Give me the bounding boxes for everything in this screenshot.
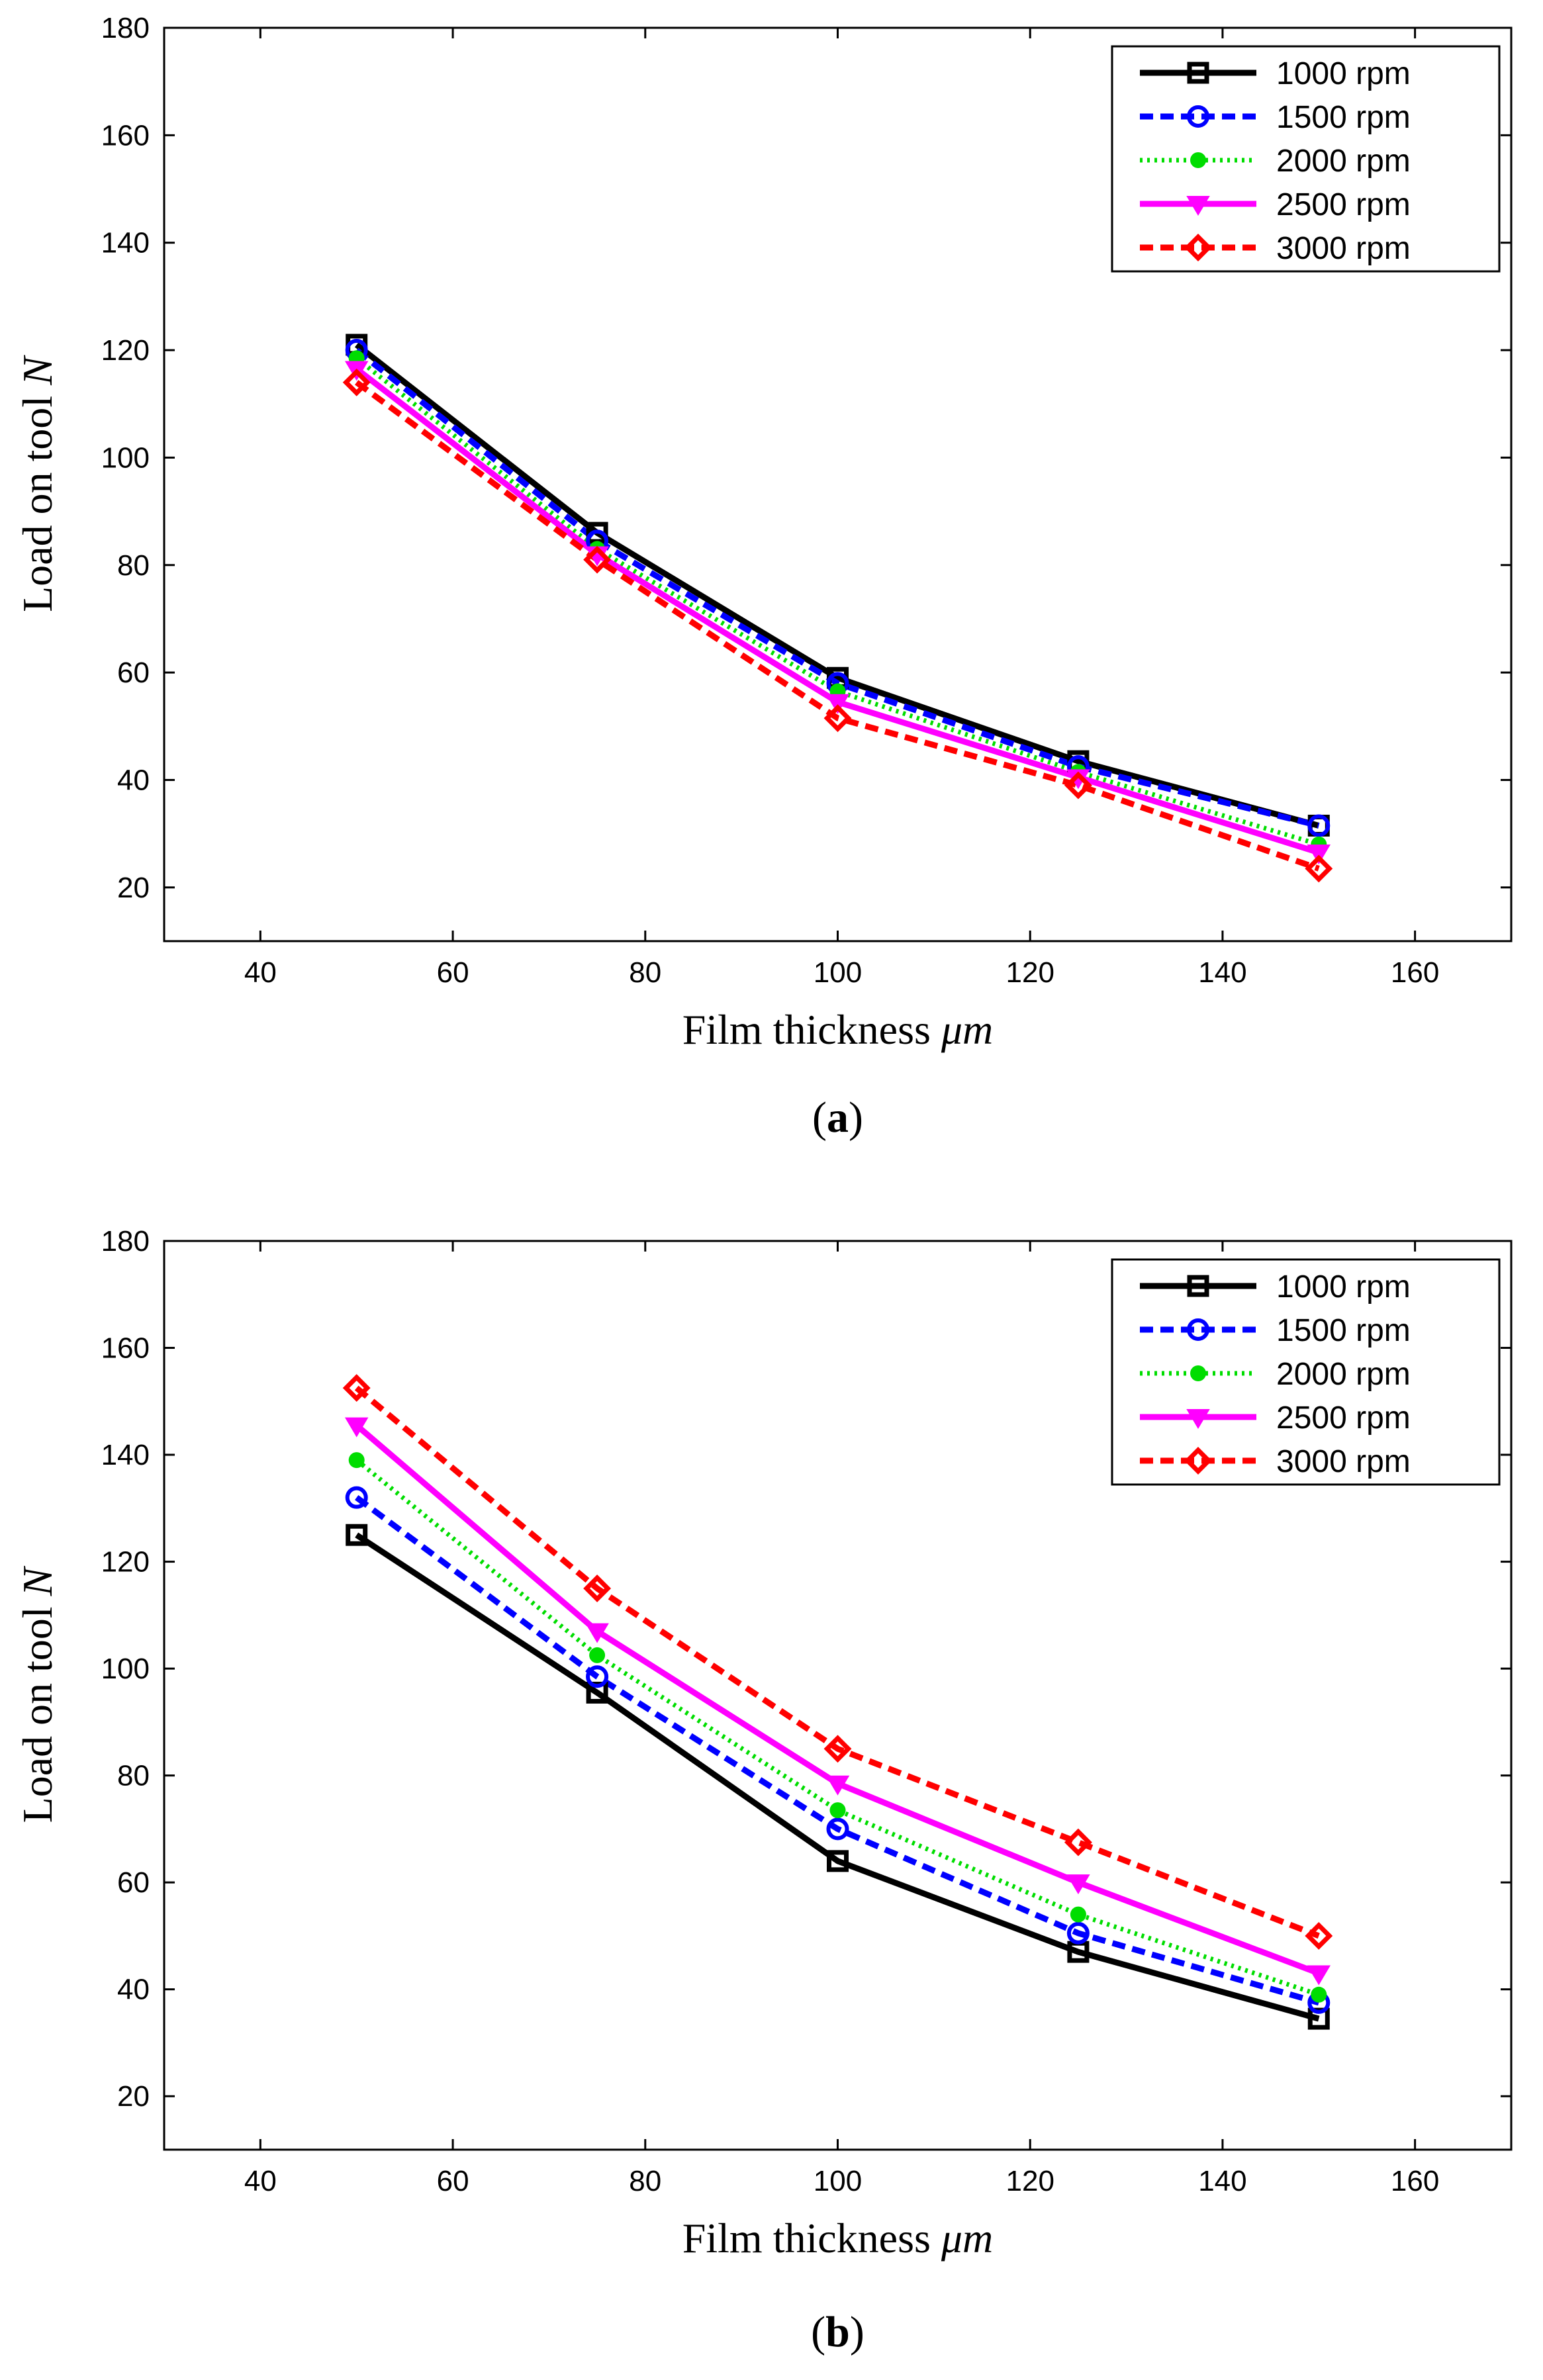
chart1-series-line-2000-rpm — [355, 356, 1320, 847]
chart2-point-1000-rpm-50 — [346, 1524, 368, 1546]
chart2-ytick-label: 40 — [117, 1974, 150, 2006]
chart1-legend-marker-3000-rpm — [1184, 234, 1212, 261]
chart1-legend-label: 2000 rpm — [1276, 144, 1411, 179]
chart2-point-2000-rpm-50 — [348, 1452, 365, 1469]
chart2-point-1500-rpm-50 — [345, 1486, 368, 1509]
chart2-ytick-label: 160 — [101, 1332, 150, 1365]
chart1-xtick-label: 80 — [629, 956, 661, 989]
chart2-point-3000-rpm-50 — [342, 1374, 371, 1402]
chart2-legend-label: 2500 rpm — [1276, 1400, 1411, 1436]
chart2-ytick-label: 80 — [117, 1760, 150, 1792]
chart1-xtick-label: 40 — [244, 956, 277, 989]
chart2-ytick-label: 100 — [101, 1653, 150, 1685]
chart2-ytick-label: 20 — [117, 2080, 150, 2113]
chart1-ytick-label: 120 — [101, 334, 150, 367]
chart1-legend-marker-2000-rpm — [1190, 152, 1206, 168]
chart2-point-2000-rpm-100 — [829, 1802, 846, 1819]
chart2-series-line-3000-rpm — [354, 1385, 1320, 1939]
chart2: 40 60 80 100 120 140 160 20 40 60 80 100 120 140 160 18… — [14, 1225, 1513, 2356]
chart1-panel-label: (a) — [812, 1093, 863, 1142]
chart2-xtick-label: 80 — [629, 2165, 661, 2197]
chart2-point-3000-rpm-100 — [823, 1735, 852, 1763]
chart1-point-3000-rpm-100 — [823, 704, 852, 733]
chart1-legend-label: 1500 rpm — [1276, 100, 1411, 135]
chart1-series-line-2500-rpm — [354, 366, 1320, 856]
chart2-point-2500-rpm-125 — [1066, 1874, 1090, 1895]
chart2-xtick-label: 160 — [1391, 2165, 1439, 2197]
chart1-ytick-label: 100 — [101, 441, 150, 474]
chart2-legend-marker-1000-rpm — [1187, 1275, 1209, 1297]
chart1-xtick-label: 60 — [437, 956, 469, 989]
chart2-legend-marker-1500-rpm — [1187, 1318, 1209, 1341]
chart2-point-1000-rpm-100 — [827, 1850, 849, 1872]
chart2-legend-label: 1000 rpm — [1276, 1269, 1411, 1304]
chart1-ytick-label: 160 — [101, 119, 150, 152]
chart2-series-line-2000-rpm — [355, 1458, 1320, 1997]
chart2-y-axis-label: Load on tool N — [14, 1565, 61, 1823]
chart1-legend-label: 1000 rpm — [1276, 56, 1411, 91]
chart2-point-2500-rpm-50 — [344, 1417, 369, 1438]
chart1-point-3000-rpm-125 — [1064, 771, 1092, 800]
chart2-point-1500-rpm-100 — [826, 1817, 849, 1841]
chart2-legend-label: 3000 rpm — [1276, 1444, 1411, 1479]
chart2-point-2500-rpm-150 — [1307, 1965, 1331, 1986]
chart2-ytick-label: 120 — [101, 1546, 150, 1579]
chart1-point-1500-rpm-150 — [1307, 814, 1331, 837]
chart1-point-2500-rpm-100 — [825, 694, 850, 714]
chart1-series-line-3000-rpm — [355, 380, 1320, 872]
chart1-xtick-label: 120 — [1006, 956, 1054, 989]
chart1-point-3000-rpm-50 — [342, 368, 371, 396]
chart1-legend-marker-2500-rpm — [1186, 196, 1210, 216]
chart1-ytick-label: 20 — [117, 872, 150, 904]
chart1-xtick-label: 160 — [1391, 956, 1439, 989]
chart1-ytick-label: 40 — [117, 764, 150, 796]
chart2-point-2000-rpm-75 — [589, 1647, 606, 1663]
chart2-xtick-label: 40 — [244, 2165, 277, 2197]
chart2-x-axis-label: Film thickness μm — [682, 2215, 993, 2262]
chart1-xtick-label: 140 — [1198, 956, 1246, 989]
chart2-legend-marker-2500-rpm — [1186, 1409, 1210, 1429]
chart1-x-axis-label: Film thickness μm — [682, 1006, 993, 1053]
chart1-ytick-label: 60 — [117, 657, 150, 689]
chart1-legend-marker-1000-rpm — [1187, 62, 1209, 84]
chart2-point-2500-rpm-75 — [585, 1623, 609, 1643]
chart1-point-2500-rpm-150 — [1307, 845, 1331, 865]
chart1-ytick-label: 180 — [101, 12, 150, 44]
chart2-legend-label: 1500 rpm — [1276, 1313, 1411, 1348]
chart2-ytick-label: 140 — [101, 1439, 150, 1471]
chart2-series-line-1000-rpm — [355, 1532, 1320, 2022]
chart2-panel-label: (b) — [811, 2308, 865, 2356]
chart2-xtick-label: 100 — [814, 2165, 862, 2197]
chart2-point-2000-rpm-125 — [1070, 1906, 1086, 1923]
chart1-legend-label: 2500 rpm — [1276, 187, 1411, 222]
chart1-y-axis-label: Load on tool N — [14, 355, 61, 612]
chart2-legend-marker-3000-rpm — [1184, 1447, 1212, 1475]
chart2-point-3000-rpm-150 — [1305, 1921, 1333, 1950]
chart2-point-3000-rpm-75 — [583, 1575, 612, 1602]
chart2-point-2500-rpm-100 — [825, 1775, 850, 1796]
chart2-xtick-label: 120 — [1006, 2165, 1054, 2197]
chart1-series-line-1500-rpm — [354, 347, 1320, 829]
chart2-series-line-1500-rpm — [355, 1495, 1320, 2006]
chart1-ytick-label: 80 — [117, 549, 150, 582]
chart1-legend-label: 3000 rpm — [1276, 231, 1411, 266]
chart1-point-3000-rpm-150 — [1305, 854, 1333, 883]
chart1-ytick-label: 140 — [101, 227, 150, 259]
chart2-point-3000-rpm-125 — [1064, 1828, 1092, 1856]
chart1-xtick-label: 100 — [814, 956, 862, 989]
chart2-xtick-label: 60 — [437, 2165, 469, 2197]
chart1-legend-marker-1500-rpm — [1187, 105, 1209, 128]
chart2-ytick-label: 60 — [117, 1866, 150, 1899]
chart2-legend-marker-2000-rpm — [1190, 1365, 1206, 1381]
chart2-xtick-label: 140 — [1198, 2165, 1246, 2197]
chart2-point-1500-rpm-75 — [586, 1665, 609, 1688]
chart1: 40 60 80 100 120 140 160 20 40 60 80 100 120 140 160 18… — [14, 12, 1513, 1142]
chart1-point-3000-rpm-75 — [583, 545, 612, 574]
chart2-ytick-label: 180 — [101, 1225, 150, 1258]
chart2-point-2000-rpm-150 — [1311, 1986, 1327, 2003]
chart2-point-1500-rpm-125 — [1066, 1921, 1090, 1945]
chart2-legend-label: 2000 rpm — [1276, 1357, 1411, 1392]
chart1-series-line-1000-rpm — [354, 342, 1320, 829]
